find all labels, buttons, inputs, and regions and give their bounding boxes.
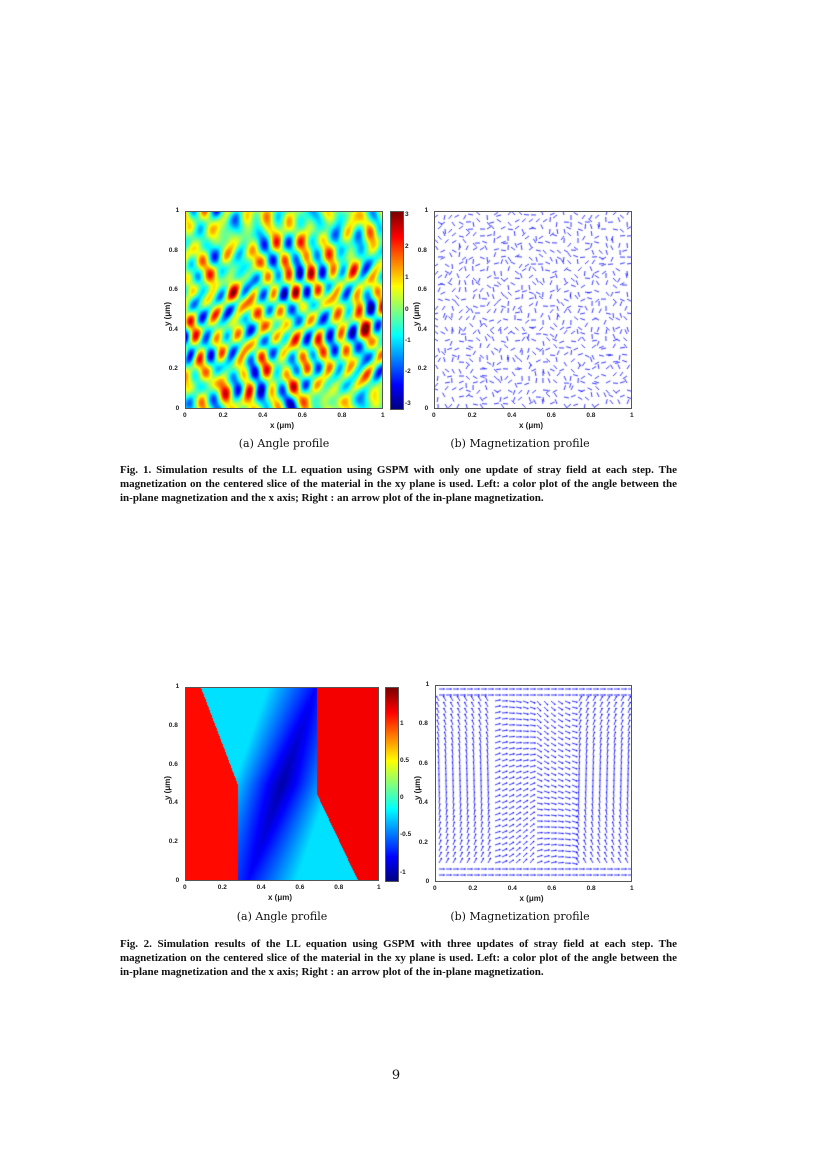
x-tick-label: 0.4 (507, 412, 517, 419)
y-axis-label: y (μm) (163, 301, 172, 326)
x-tick-label: 1 (377, 884, 381, 891)
figure-caption: Fig. 2. Simulation results of the LL equ… (120, 938, 677, 978)
x-tick-label: 0.8 (586, 885, 596, 892)
x-tick-label: 0 (183, 884, 187, 891)
x-axis-label: x (μm) (519, 421, 544, 430)
y-tick-label: 0 (175, 405, 180, 412)
y-tick-label: 0.2 (168, 838, 178, 846)
colorbar-tick-label: 3 (405, 211, 409, 219)
colorbar-tick-label: 0 (400, 794, 404, 802)
y-tick-label: 0.8 (418, 720, 428, 728)
y-tick-label: 0.6 (168, 760, 178, 768)
x-tick-label: 1 (381, 412, 385, 419)
x-tick-label: 0.4 (258, 412, 268, 419)
colorbar-tick-label: 1 (405, 274, 409, 282)
colorbar-tick-label: -0.5 (400, 831, 412, 839)
x-tick-label: 0.8 (586, 412, 596, 419)
y-tick-label: 0.4 (417, 325, 427, 333)
x-tick-label: 0.2 (217, 884, 227, 891)
y-axis-label: y (μm) (413, 775, 422, 800)
magnetization-arrow-plot (435, 685, 631, 881)
colorbar-tick-label: 0.5 (400, 757, 410, 765)
x-tick-label: 0 (432, 412, 436, 419)
y-tick-label: 0.6 (417, 286, 427, 294)
y-tick-label: 0.8 (417, 246, 427, 254)
x-axis-label: x (μm) (268, 893, 293, 902)
y-tick-label: 0.2 (417, 365, 427, 373)
y-tick-label: 0.4 (418, 799, 428, 807)
subcaption-a: (a) Angle profile (236, 910, 328, 923)
y-tick-label: 1 (425, 681, 430, 688)
y-tick-label: 0.4 (168, 799, 178, 807)
y-tick-label: 0.4 (168, 325, 178, 333)
x-tick-label: 0 (433, 885, 437, 892)
colorbar-tick-label: -3 (405, 399, 411, 407)
y-tick-label: 0.6 (168, 286, 178, 294)
x-axis-label: x (μm) (270, 421, 295, 430)
angle-heatmap (185, 211, 382, 408)
x-tick-label: 1 (630, 412, 634, 419)
y-tick-label: 1 (424, 207, 429, 214)
x-tick-label: 0.8 (334, 884, 344, 891)
magnetization-arrow-plot (434, 211, 631, 408)
x-tick-label: 0.4 (256, 884, 266, 891)
colorbar-tick-label: 2 (405, 242, 409, 250)
x-tick-label: 0.4 (507, 885, 517, 892)
colorbar-tick-label: 0 (405, 305, 409, 313)
y-axis-label: y (μm) (412, 301, 421, 326)
y-tick-label: 0.2 (168, 365, 178, 373)
x-tick-label: 0.6 (295, 884, 305, 891)
y-tick-label: 0.2 (418, 838, 428, 846)
y-tick-label: 0 (425, 878, 430, 885)
colorbar (390, 211, 404, 410)
y-tick-label: 0 (175, 877, 180, 884)
plot-frame (434, 211, 632, 409)
y-tick-label: 1 (175, 207, 180, 214)
colorbar-tick-label: -1 (400, 868, 406, 876)
y-axis-label: y (μm) (163, 775, 172, 800)
x-tick-label: 1 (630, 885, 634, 892)
x-tick-label: 0.2 (218, 412, 228, 419)
x-tick-label: 0.2 (467, 412, 477, 419)
plot-frame (185, 687, 379, 881)
x-tick-label: 0.6 (297, 412, 307, 419)
y-tick-label: 1 (175, 683, 180, 690)
x-tick-label: 0.6 (547, 885, 557, 892)
page-number: 9 (391, 1068, 401, 1083)
x-tick-label: 0.8 (337, 412, 347, 419)
y-tick-label: 0.6 (418, 759, 428, 767)
x-tick-label: 0.6 (546, 412, 556, 419)
y-tick-label: 0.8 (168, 721, 178, 729)
colorbar-tick-label: -2 (405, 368, 411, 376)
x-axis-label: x (μm) (519, 894, 544, 903)
subcaption-b: (b) Magnetization profile (450, 437, 590, 450)
subcaption-a: (a) Angle profile (238, 437, 330, 450)
colorbar-tick-label: 1 (400, 720, 404, 728)
subcaption-b: (b) Magnetization profile (450, 910, 590, 923)
colorbar-tick-label: -1 (405, 336, 411, 344)
y-tick-label: 0 (424, 405, 429, 412)
plot-frame (185, 211, 383, 409)
angle-heatmap (185, 687, 378, 880)
x-tick-label: 0 (183, 412, 187, 419)
plot-frame (435, 685, 632, 882)
colorbar (385, 687, 399, 882)
figure-caption: Fig. 1. Simulation results of the LL equ… (120, 464, 677, 504)
y-tick-label: 0.8 (168, 246, 178, 254)
x-tick-label: 0.2 (468, 885, 478, 892)
